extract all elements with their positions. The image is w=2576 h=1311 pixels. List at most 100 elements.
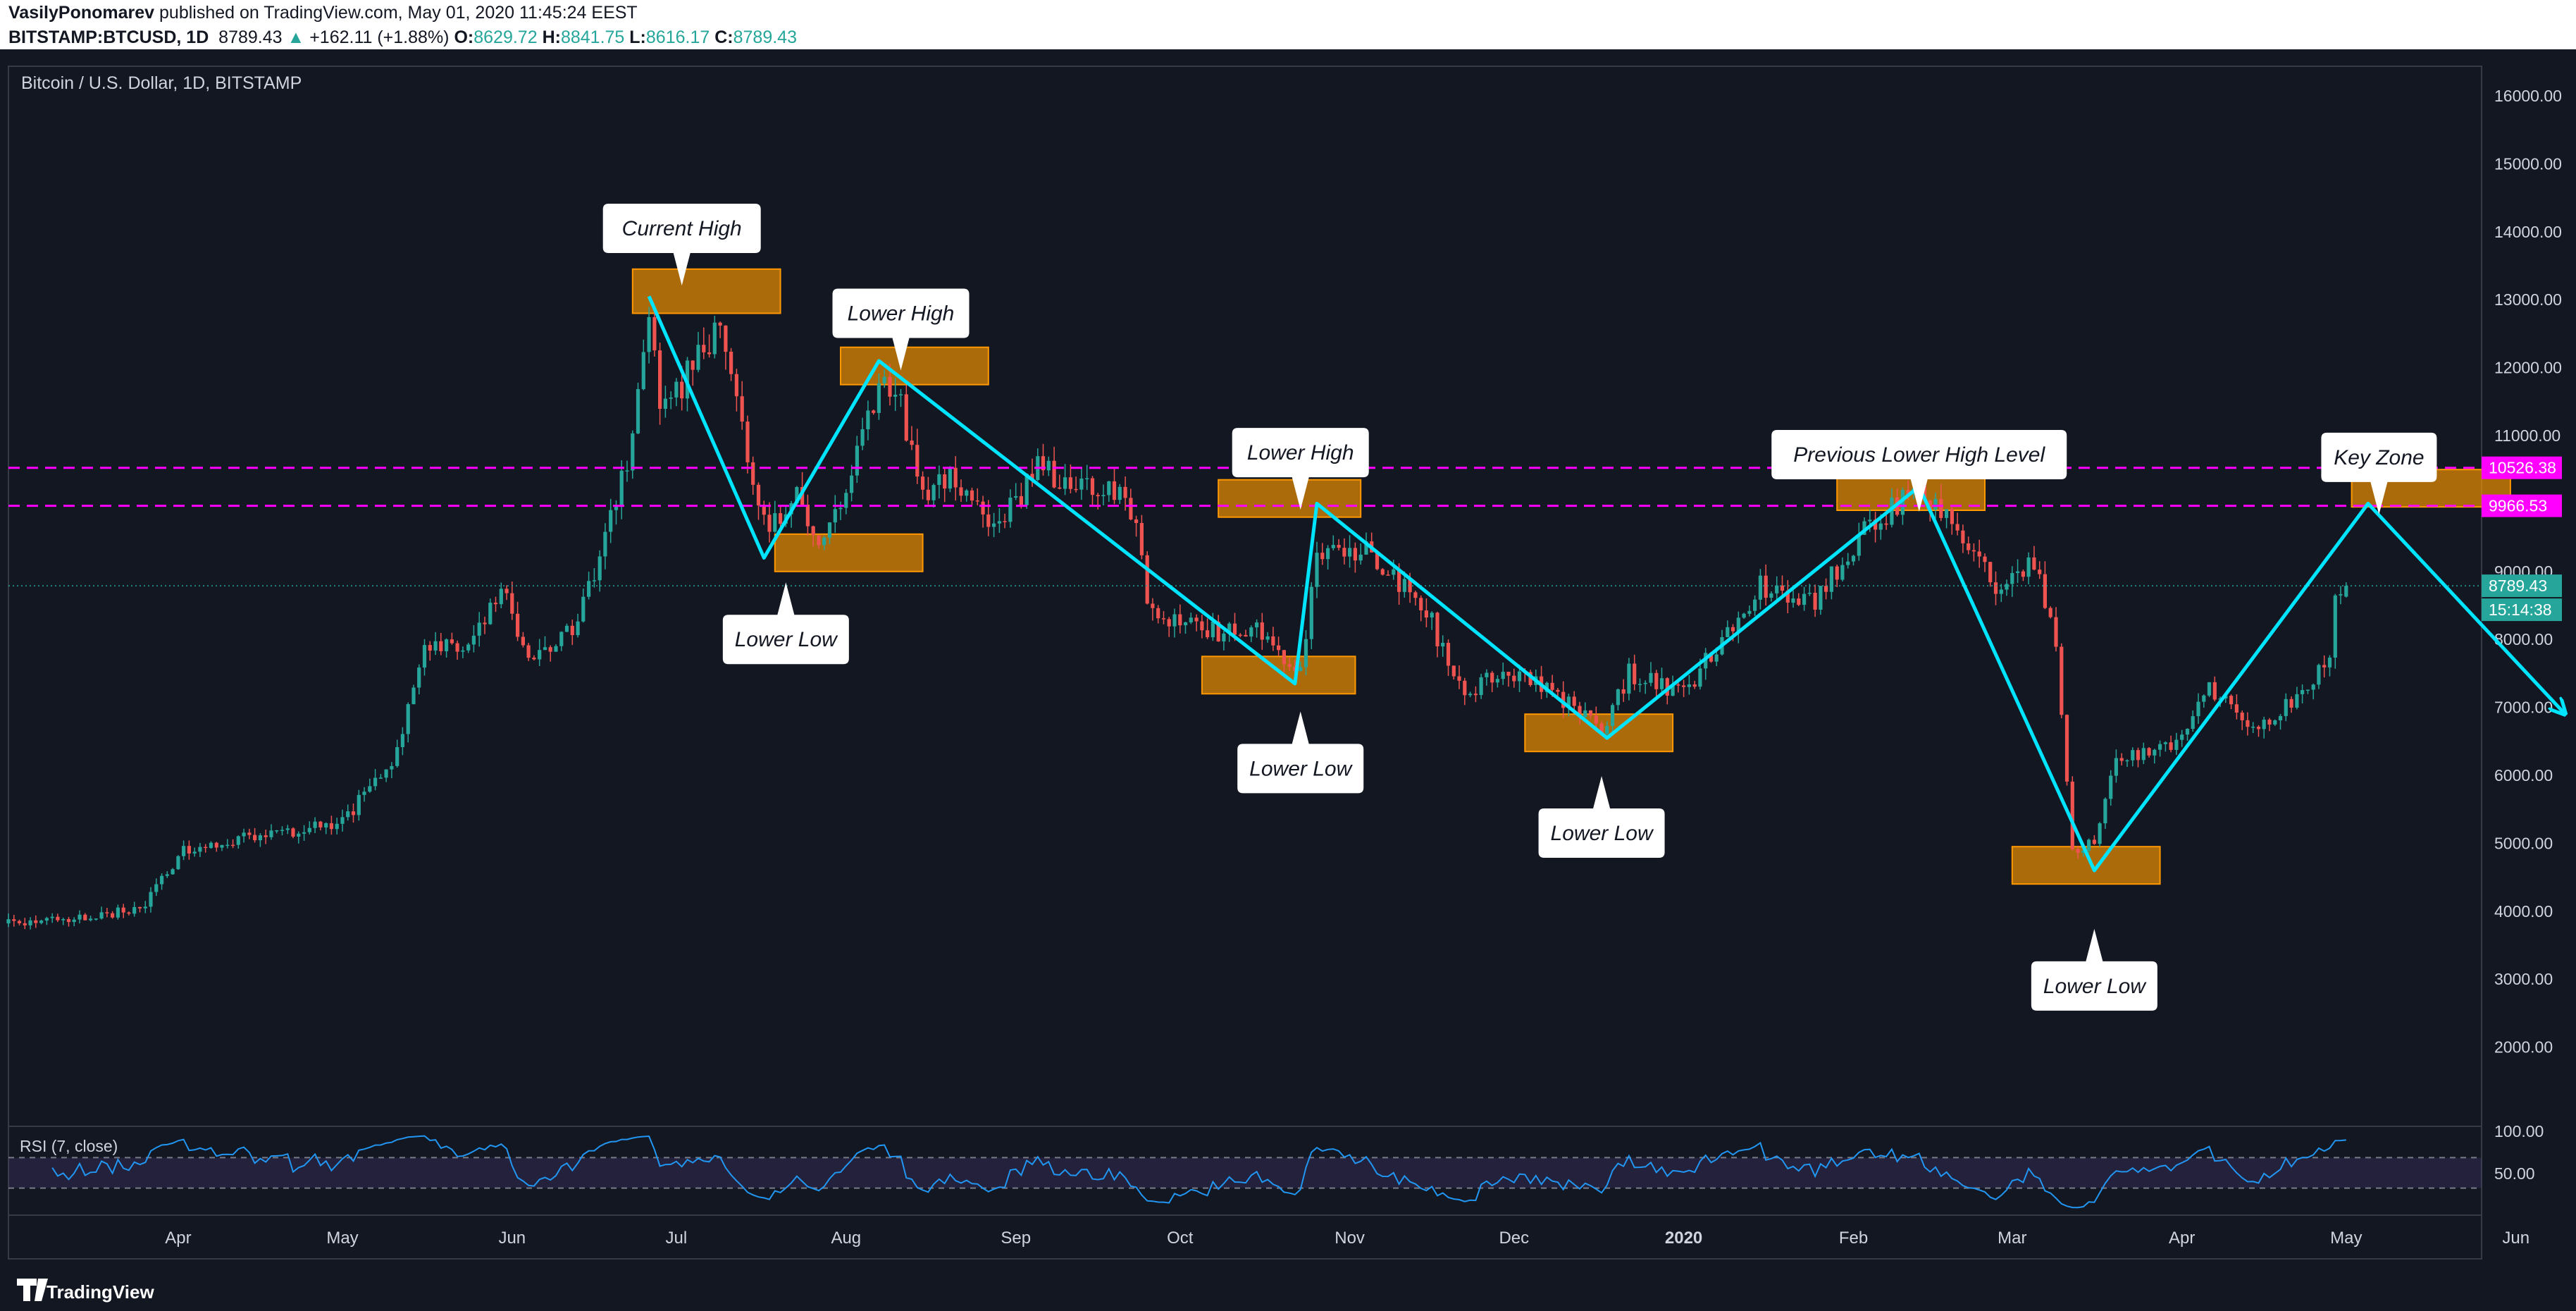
callout-bubble [832,288,970,371]
time-tick-label: Sep [1001,1229,1031,1248]
candle-body [302,832,306,834]
rsi-pane[interactable]: RSI (7, close) 100.00 50.00 [8,1122,2544,1209]
time-tick-label: May [2330,1229,2362,1248]
candle-body [543,647,547,651]
candle-body [209,842,213,849]
candle-body [614,506,619,510]
candle-body [1950,509,1954,524]
candle-body [1085,478,1089,479]
candle-body [1331,545,1335,548]
candle-body [160,875,164,885]
candle-body [1709,653,1714,662]
candle-body [1840,565,1845,580]
price-axis[interactable]: 2000.00 3000.00 4000.00 5000.00 6000.00 7000.… [2494,87,2562,1057]
candle-body [455,643,459,652]
annotation-callouts[interactable]: Current High Lower Low Lower High Lower Hig… [602,203,2437,1011]
candle-body [538,650,542,660]
candle-body [121,907,125,913]
candle-body [2147,748,2151,756]
brand-label: TradingView [47,1281,154,1303]
candle-body [970,490,974,501]
chart-canvas[interactable]: Bitcoin / U.S. Dollar, 1D, BITSTAMP 2000… [0,49,2576,1311]
time-tick-label: Feb [1839,1229,1868,1248]
candle-body [1309,586,1313,639]
time-tick-label: Mar [1998,1229,2026,1248]
candle-body [882,376,886,383]
candle-body [805,505,810,527]
candle-body [658,350,662,409]
candle-body [669,398,673,399]
candle-body [592,580,596,581]
candle-body [373,777,378,787]
tradingview-brand[interactable]: TradingView [17,1279,154,1303]
candle-body [948,467,952,489]
candle-body [696,345,700,370]
candle-body [702,345,706,352]
candle-body [609,510,613,532]
candle-body [850,475,854,493]
callout-label: Lower Low [1249,757,1353,780]
candle-body [888,376,892,397]
candle-body [1161,618,1166,620]
candle-body [1446,643,1451,666]
candle-body [1501,672,1505,679]
candle-body [44,918,49,921]
candle-body [1616,689,1620,706]
candle-body [898,394,903,395]
candle-body [1988,562,1993,583]
candle-body [1807,593,1812,594]
price-tick-label: 12000.00 [2494,359,2562,377]
publisher-name[interactable]: VasilyPonomarev [8,3,155,23]
candle-body [2311,684,2315,690]
candle-body [1101,495,1106,496]
candle-body [1172,614,1177,627]
candle-body [1052,460,1056,488]
candle-body [1583,710,1587,718]
candle-body [504,589,509,593]
candle-body [1473,694,1478,696]
candle-body [1928,500,1932,510]
candle-body [198,847,202,852]
time-tick-label: May [326,1229,358,1248]
candle-body [1419,598,1423,610]
time-tick-label: 2020 [1665,1229,1702,1248]
candle-body [674,381,679,398]
price-tick-label: 14000.00 [2494,223,2562,241]
candle-body [1003,521,1007,522]
callout-label: Current High [622,217,742,240]
candle-body [2180,734,2184,740]
candle-body [1424,610,1428,618]
candle-body [1079,479,1084,490]
candle-body [2327,658,2332,667]
time-axis[interactable]: Apr May Jun Jul Aug Sep Oct Nov Dec 2020 Feb Mar Apr… [165,1229,2576,1248]
candle-body [450,639,454,644]
candle-body [1019,496,1023,505]
candle-body [340,817,345,824]
candle-body [745,421,750,462]
candle-body [72,919,76,923]
symbol-label[interactable]: BITSTAMP:BTCUSD, 1D [8,27,209,47]
candle-body [1945,509,1949,518]
candle-body [493,603,498,605]
candle-body [483,622,487,624]
candle-body [422,645,427,668]
candle-body [1676,684,1680,686]
candle-body [2131,750,2135,761]
zigzag-projection [647,295,2565,873]
candle-body [1030,474,1034,480]
candle-body [335,823,339,830]
candle-body [1561,691,1566,708]
candle-body [204,847,208,849]
candle-body [264,835,268,837]
callout-bubble [722,582,849,665]
candle-body [559,632,564,646]
low-label: L: [629,27,646,47]
last-price-badge [2482,574,2562,598]
candle-body [921,476,925,490]
candle-body [2262,720,2266,730]
candle-body [94,918,98,920]
candle-body [981,501,985,515]
candle-body [368,786,372,792]
candle-body [926,489,930,500]
candle-body [647,316,651,352]
